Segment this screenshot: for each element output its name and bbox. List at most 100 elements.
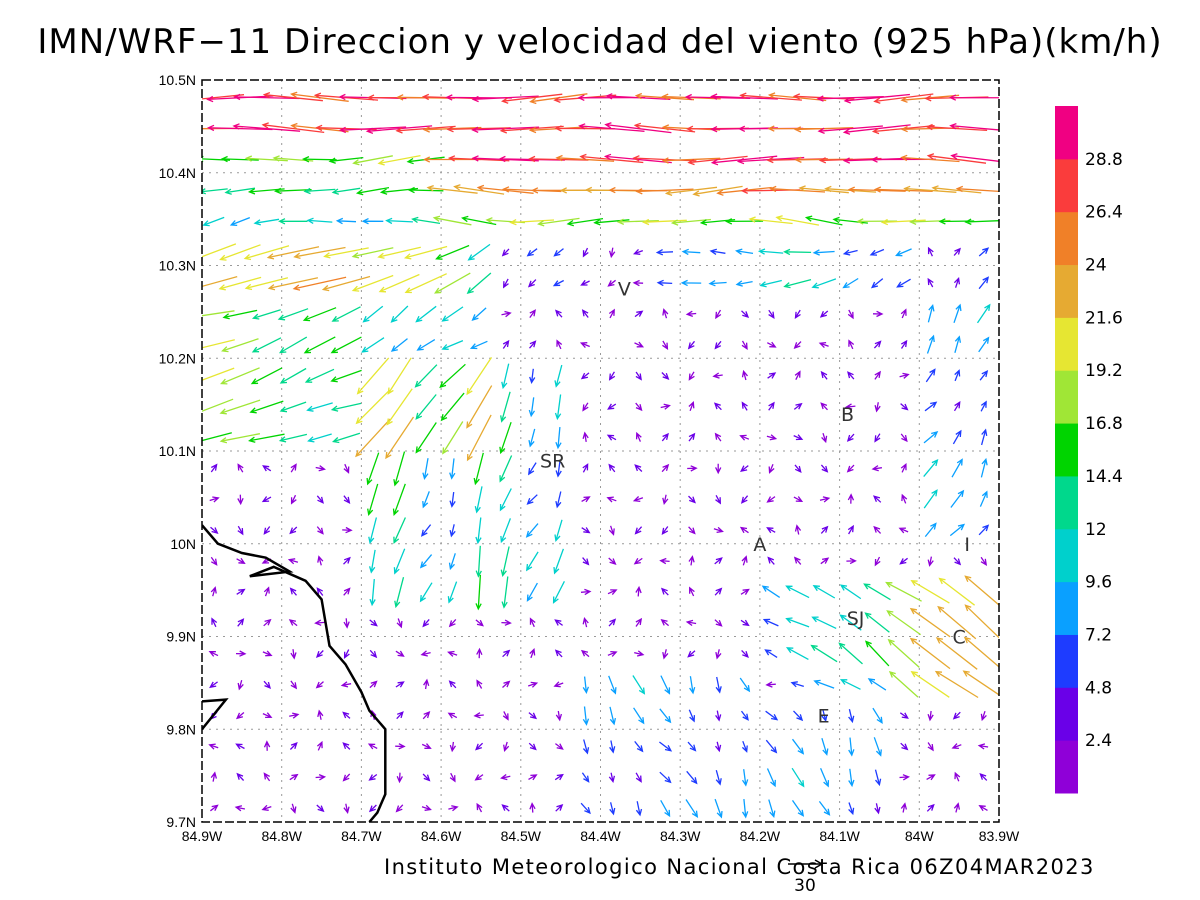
wind-arrow bbox=[978, 524, 990, 536]
wind-arrow bbox=[556, 339, 563, 350]
wind-arrow bbox=[634, 310, 644, 318]
wind-arrow bbox=[954, 771, 961, 782]
wind-arrow bbox=[712, 372, 723, 379]
wind-arrow bbox=[768, 401, 775, 411]
wind-arrow bbox=[206, 95, 274, 103]
wind-arrow bbox=[403, 245, 448, 260]
wind-arrow bbox=[740, 465, 749, 473]
wind-arrow bbox=[632, 496, 644, 503]
wind-arrow bbox=[448, 680, 457, 689]
wind-arrow bbox=[393, 451, 406, 487]
wind-arrow bbox=[202, 216, 225, 227]
wind-arrow bbox=[635, 188, 694, 195]
wind-arrow bbox=[785, 647, 809, 660]
wind-arrow bbox=[926, 153, 987, 164]
wind-arrow bbox=[235, 743, 245, 750]
reference-vector-label: 30 bbox=[794, 876, 816, 896]
wind-arrow bbox=[794, 524, 802, 535]
wind-arrow bbox=[839, 679, 861, 690]
colorbar-label: 9.6 bbox=[1085, 573, 1112, 593]
wind-arrow bbox=[692, 185, 743, 197]
wind-arrow bbox=[670, 218, 711, 226]
wind-arrow bbox=[715, 770, 722, 786]
wind-arrow bbox=[819, 310, 829, 318]
wind-arrow bbox=[423, 678, 430, 690]
coastline bbox=[202, 524, 387, 822]
wind-arrow bbox=[202, 188, 228, 195]
wind-arrow bbox=[335, 217, 357, 225]
wind-arrow bbox=[812, 249, 835, 256]
wind-arrow bbox=[661, 157, 721, 164]
wind-arrow bbox=[290, 494, 297, 505]
wind-arrow bbox=[874, 769, 882, 787]
wind-arrow bbox=[290, 803, 297, 814]
wind-arrow bbox=[783, 248, 812, 256]
wind-arrow bbox=[250, 367, 283, 385]
wind-arrow bbox=[236, 772, 245, 781]
wind-arrow bbox=[509, 219, 555, 226]
wind-arrow bbox=[499, 455, 513, 483]
lon-tick-label: 84.9W bbox=[182, 828, 223, 844]
wind-arrow bbox=[235, 712, 245, 720]
wind-arrow bbox=[343, 618, 350, 629]
wind-arrow bbox=[582, 616, 589, 628]
wind-arrow bbox=[500, 773, 511, 781]
wind-arrow bbox=[317, 555, 324, 566]
wind-arrow bbox=[387, 357, 412, 395]
wind-arrow bbox=[466, 272, 492, 294]
wind-arrow bbox=[872, 707, 883, 724]
wind-arrow bbox=[635, 371, 642, 381]
wind-arrow bbox=[202, 275, 238, 288]
wind-arrow bbox=[501, 248, 510, 257]
wind-arrow bbox=[580, 588, 592, 596]
wind-arrow bbox=[661, 463, 670, 473]
wind-arrow bbox=[689, 676, 696, 695]
wind-arrow bbox=[330, 336, 362, 354]
wind-arrow bbox=[980, 710, 987, 722]
wind-arrow bbox=[473, 452, 484, 486]
wind-arrow bbox=[847, 371, 855, 380]
wind-arrow bbox=[634, 526, 643, 535]
wind-arrow bbox=[804, 215, 843, 226]
wind-arrow bbox=[315, 774, 327, 781]
wind-arrow bbox=[685, 619, 697, 627]
wind-arrow bbox=[607, 589, 618, 596]
wind-arrow bbox=[660, 403, 671, 410]
wind-arrow bbox=[608, 463, 616, 473]
wind-arrow bbox=[767, 556, 775, 565]
wind-arrow bbox=[842, 249, 858, 256]
colorbar-segment bbox=[1055, 158, 1078, 213]
wind-arrow bbox=[580, 279, 590, 286]
wind-arrow bbox=[687, 340, 696, 350]
wind-arrow bbox=[811, 278, 837, 289]
wind-arrow bbox=[219, 433, 261, 444]
wind-arrow bbox=[710, 155, 778, 166]
colorbar-segment bbox=[1055, 528, 1078, 583]
wind-arrow bbox=[342, 742, 351, 750]
wind-arrow bbox=[503, 278, 509, 289]
wind-arrow bbox=[761, 585, 781, 598]
wind-arrow bbox=[366, 452, 380, 486]
wind-arrow bbox=[501, 363, 510, 390]
wind-arrow bbox=[846, 557, 857, 565]
wind-arrow bbox=[874, 556, 881, 567]
colorbar-label: 26.4 bbox=[1085, 203, 1123, 223]
wind-arrow bbox=[525, 523, 539, 538]
wind-arrow bbox=[351, 247, 394, 259]
wind-arrow bbox=[900, 308, 907, 319]
wind-arrow bbox=[660, 618, 670, 627]
wind-arrow bbox=[951, 743, 962, 750]
lon-tick-label: 84.3W bbox=[660, 828, 701, 844]
wind-arrow bbox=[909, 218, 951, 225]
wind-arrow bbox=[660, 799, 671, 818]
wind-arrow bbox=[338, 126, 407, 134]
wind-arrow bbox=[798, 185, 849, 194]
wind-arrow bbox=[980, 556, 988, 566]
wind-arrow bbox=[447, 712, 458, 719]
wind-arrow bbox=[466, 385, 493, 429]
colorbar-segment bbox=[1055, 370, 1078, 424]
wind-arrow bbox=[448, 618, 457, 628]
wind-arrow bbox=[715, 676, 722, 694]
wind-arrow bbox=[368, 549, 376, 574]
wind-arrow bbox=[555, 743, 564, 750]
